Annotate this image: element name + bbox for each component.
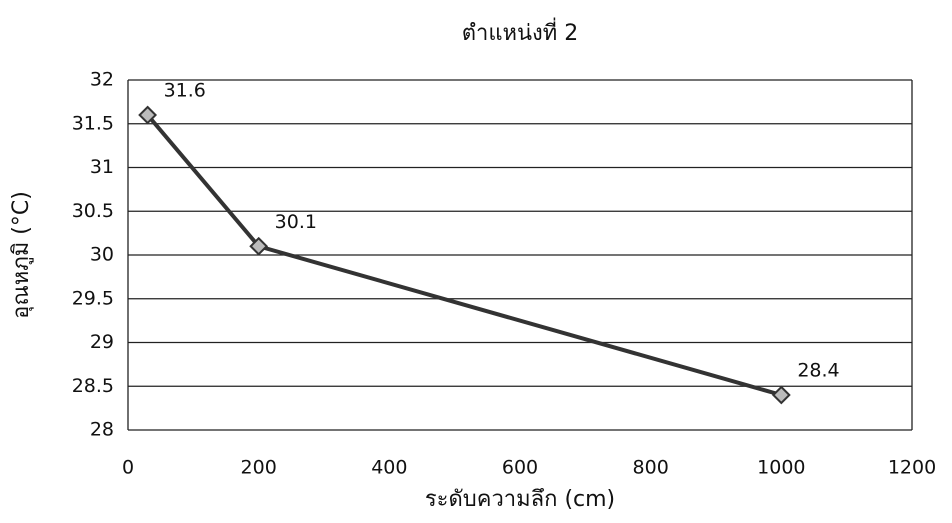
y-axis-title: อุณหภูมิ (°C) <box>9 191 34 319</box>
data-label: 30.1 <box>275 211 317 233</box>
data-label: 31.6 <box>164 80 206 102</box>
y-tick-label: 30 <box>90 244 114 266</box>
y-tick-label: 31.5 <box>72 112 114 134</box>
x-tick-label: 1200 <box>888 457 936 479</box>
y-tick-label: 30.5 <box>72 200 114 222</box>
x-tick-label: 600 <box>502 457 538 479</box>
data-label: 28.4 <box>797 360 839 382</box>
x-tick-label: 800 <box>633 457 669 479</box>
y-tick-label: 31 <box>90 156 114 178</box>
y-tick-label: 28 <box>90 419 114 441</box>
x-tick-label: 400 <box>371 457 407 479</box>
y-tick-label: 29.5 <box>72 287 114 309</box>
y-tick-label: 29 <box>90 331 114 353</box>
x-tick-label: 1000 <box>757 457 805 479</box>
x-tick-label: 200 <box>241 457 277 479</box>
x-axis-title: ระดับความลึก (cm) <box>425 487 615 512</box>
x-tick-label: 0 <box>122 457 134 479</box>
marker <box>771 385 791 405</box>
y-tick-label: 32 <box>90 69 114 91</box>
chart-title: ตำแหน่งที่ 2 <box>462 17 579 46</box>
marker <box>249 236 269 256</box>
marker <box>138 105 158 125</box>
y-tick-label: 28.5 <box>72 375 114 397</box>
